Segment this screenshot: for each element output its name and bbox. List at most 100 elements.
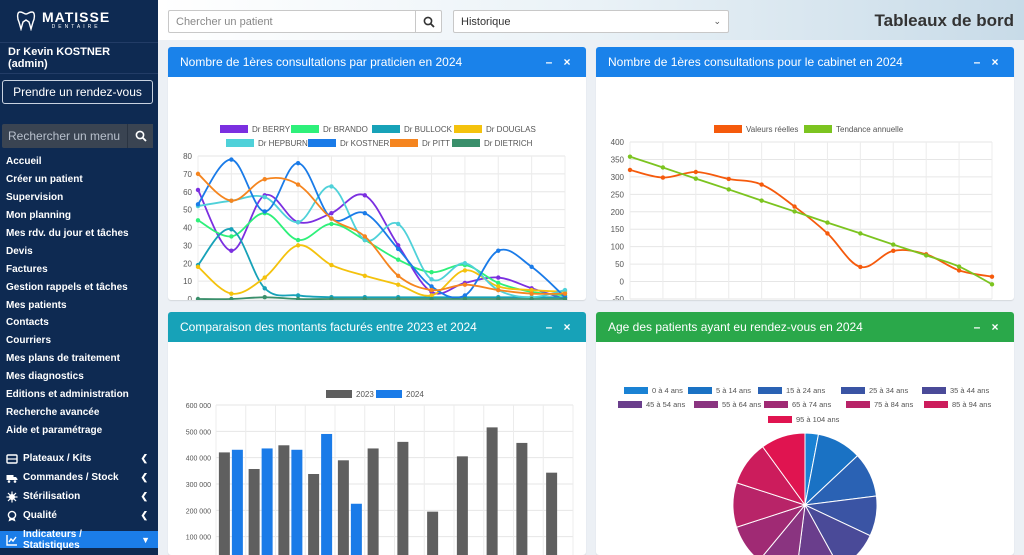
data-point (891, 248, 896, 254)
menu-item-courriers[interactable]: Courriers (6, 335, 52, 347)
section-indicateurs-active[interactable]: Indicateurs / Statistiques ▼ (0, 529, 158, 551)
legend-label: 2023 (356, 390, 374, 399)
chevron-down-icon: ⌄ (713, 16, 721, 26)
minimize-icon[interactable]: – (545, 55, 553, 69)
data-point (295, 237, 301, 243)
menu-item-rdv-jour[interactable]: Mes rdv. du jour et tâches (6, 228, 129, 239)
series-line (629, 169, 993, 278)
section-plateaux[interactable]: Plateaux / Kits ❮ (0, 449, 158, 468)
legend-swatch (226, 139, 254, 147)
data-point (891, 242, 896, 247)
y-tick-label: 400 000 (186, 456, 211, 463)
data-point (229, 157, 234, 162)
menu-item-patients[interactable]: Mes patients (6, 299, 67, 311)
minimize-icon[interactable]: – (973, 55, 981, 69)
legend-label: 25 à 34 ans (869, 386, 908, 395)
close-icon[interactable]: × (563, 320, 571, 334)
logo[interactable]: MATISSE DENTAIRE (0, 0, 158, 40)
data-point (496, 287, 501, 293)
menu-item-devis[interactable]: Devis (6, 245, 33, 257)
data-point (229, 291, 234, 296)
history-select[interactable]: Historique ⌄ (453, 10, 729, 33)
data-point (496, 280, 501, 286)
close-icon[interactable]: × (563, 55, 571, 69)
data-point (229, 198, 234, 203)
legend-label: 45 à 54 ans (646, 400, 685, 409)
menu-item-accueil[interactable]: Accueil (6, 156, 42, 168)
section-sterilisation[interactable]: Stérilisation ❮ (0, 487, 158, 506)
menu-item-plans[interactable]: Mes plans de traitement (6, 353, 120, 365)
legend-label: Dr BERRY (252, 125, 291, 134)
chart-age-patients: 0 à 4 ans 5 à 14 ans 15 à 24 ans 25 à 34 an… (618, 386, 991, 555)
menu-item-diagnostics[interactable]: Mes diagnostics (6, 371, 84, 383)
data-point (529, 287, 534, 293)
legend-swatch (452, 139, 480, 147)
pie-slice (761, 432, 806, 507)
bar (231, 449, 243, 555)
pie-slice (798, 503, 834, 555)
menu-item-contacts[interactable]: Contacts (6, 317, 49, 329)
menu-item-recherche[interactable]: Recherche avancée (6, 406, 100, 418)
data-point (195, 296, 201, 300)
panel-consultations-praticien: Nombre de 1ères consultations par pratic… (168, 47, 586, 300)
y-tick-label: 40 (183, 224, 192, 233)
section-label: Plateaux / Kits (23, 453, 92, 464)
data-point (562, 287, 568, 293)
data-point (195, 187, 201, 193)
y-tick-label: 80 (183, 152, 192, 161)
data-point (660, 165, 666, 170)
data-point (660, 175, 666, 180)
series-line (197, 158, 566, 299)
close-icon[interactable]: × (991, 320, 999, 334)
menu-item-aide[interactable]: Aide et paramétrage (6, 424, 103, 436)
book-appointment-button[interactable]: Prendre un rendez-vous (2, 80, 153, 104)
y-tick-label: 100 (611, 243, 625, 252)
y-tick-label: 60 (183, 188, 192, 197)
bar (350, 503, 362, 555)
y-tick-label: 10 (183, 277, 192, 286)
section-label: Stérilisation (23, 491, 81, 502)
bar (456, 456, 468, 555)
data-point (429, 269, 434, 275)
legend-swatch (454, 125, 482, 133)
bar (427, 511, 439, 555)
data-point (195, 218, 201, 223)
data-point (496, 284, 501, 289)
data-point (792, 209, 797, 214)
data-point (229, 227, 234, 232)
data-point (195, 264, 201, 270)
legend-swatch (846, 401, 870, 408)
patient-search-input[interactable]: Chercher un patient (176, 15, 273, 28)
minimize-icon[interactable]: – (973, 320, 981, 334)
y-tick-label: 200 (611, 208, 625, 217)
legend-swatch (308, 139, 336, 147)
y-tick-label: 350 (611, 155, 625, 164)
user-name[interactable]: Dr Kevin KOSTNER (admin) (0, 42, 158, 74)
data-point (627, 154, 633, 159)
legend-swatch (764, 401, 788, 408)
bar (248, 468, 260, 555)
minimize-icon[interactable]: – (545, 320, 553, 334)
section-commandes[interactable]: Commandes / Stock ❮ (0, 468, 158, 487)
menu-item-creer-patient[interactable]: Créer un patient (6, 174, 83, 186)
menu-item-supervision[interactable]: Supervision (6, 192, 64, 204)
legend-label: 65 à 74 ans (792, 400, 831, 409)
data-point (195, 171, 201, 177)
data-point (362, 193, 368, 198)
menu-item-rappels[interactable]: Gestion rappels et tâches (6, 281, 128, 293)
data-point (429, 293, 434, 298)
close-icon[interactable]: × (991, 55, 999, 69)
menu-search-input[interactable]: Rechercher un menu (2, 124, 127, 148)
top-bar: Chercher un patient Historique ⌄ Tableau… (158, 0, 1024, 40)
menu-item-editions[interactable]: Editions et administration (6, 389, 129, 401)
menu-search-button[interactable] (127, 124, 153, 148)
legend-swatch (618, 401, 642, 408)
legend-swatch (841, 387, 865, 394)
bar (321, 433, 333, 555)
menu-item-planning[interactable]: Mon planning (6, 210, 71, 222)
panel-header: Nombre de 1ères consultations par pratic… (168, 47, 586, 77)
section-qualite[interactable]: Qualité ❮ (0, 506, 158, 525)
patient-search-button[interactable] (415, 11, 441, 32)
data-point (825, 231, 830, 236)
menu-item-factures[interactable]: Factures (6, 263, 48, 275)
